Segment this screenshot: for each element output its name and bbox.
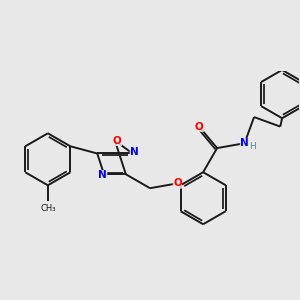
Text: O: O [195, 122, 204, 132]
Text: CH₃: CH₃ [40, 204, 56, 213]
Text: O: O [113, 136, 122, 146]
Text: N: N [98, 170, 107, 180]
Text: O: O [173, 178, 182, 188]
Text: N: N [240, 138, 249, 148]
Text: H: H [250, 142, 256, 152]
Text: N: N [130, 147, 139, 158]
